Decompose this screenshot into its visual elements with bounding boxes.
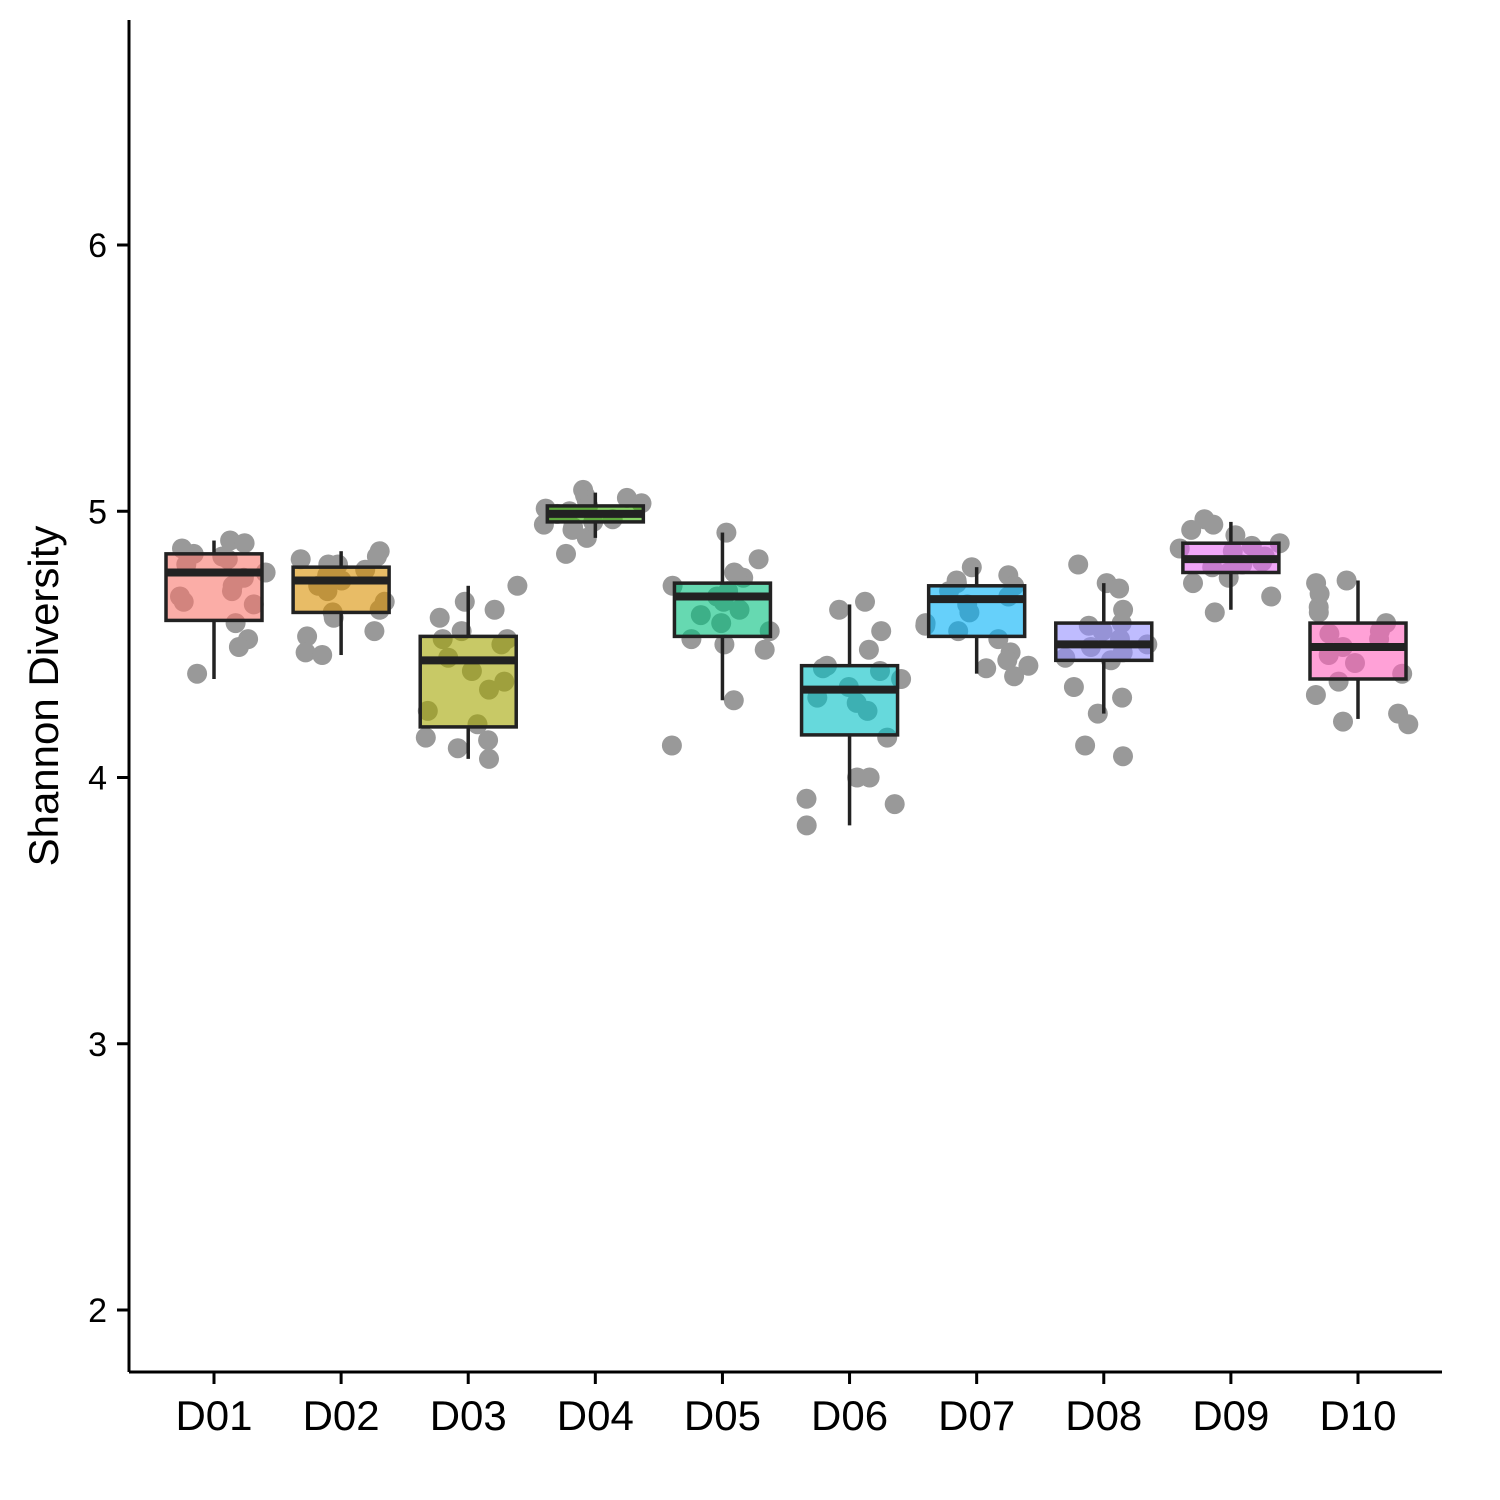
- data-point: [364, 621, 385, 642]
- data-point: [1333, 711, 1353, 732]
- y-tick-label: 2: [88, 1292, 107, 1330]
- boxes-layer: [164, 492, 1408, 826]
- data-point: [1004, 666, 1025, 687]
- data-point: [447, 738, 468, 759]
- data-point: [429, 607, 450, 628]
- data-point: [796, 815, 817, 836]
- data-point: [507, 575, 528, 596]
- data-point: [859, 767, 880, 788]
- box-d09: [1181, 521, 1281, 610]
- x-tick-label-d07: D07: [938, 1392, 1015, 1439]
- x-tick-label-d01: D01: [175, 1392, 252, 1439]
- data-point: [1305, 685, 1326, 705]
- data-point: [855, 591, 875, 612]
- data-point: [727, 565, 747, 586]
- box-d06: [799, 604, 900, 826]
- box-d05: [672, 532, 773, 701]
- data-point: [871, 621, 892, 642]
- data-point: [961, 557, 982, 578]
- data-point: [723, 690, 744, 711]
- x-tick-label-d08: D08: [1065, 1392, 1142, 1439]
- x-tick-label-d04: D04: [557, 1392, 634, 1439]
- data-point: [479, 748, 499, 769]
- box-d02: [291, 551, 391, 656]
- y-tick-label: 3: [88, 1026, 107, 1064]
- box-d04: [545, 492, 646, 538]
- data-point: [661, 735, 682, 756]
- data-point: [829, 599, 850, 620]
- x-tick-label-d10: D10: [1319, 1392, 1396, 1439]
- box-body: [418, 634, 518, 729]
- x-tick-label-d05: D05: [684, 1392, 761, 1439]
- box-body: [799, 663, 900, 737]
- data-point: [1068, 554, 1089, 575]
- data-point: [484, 599, 505, 620]
- data-point: [1336, 570, 1357, 591]
- x-tick-label-d02: D02: [303, 1392, 380, 1439]
- data-point: [415, 727, 436, 748]
- box-body: [291, 565, 391, 615]
- box-d03: [418, 585, 518, 759]
- box-d08: [1054, 583, 1154, 714]
- x-tick-label-d09: D09: [1192, 1392, 1269, 1439]
- data-point: [858, 639, 879, 660]
- data-point: [796, 788, 817, 809]
- data-point: [1204, 602, 1225, 623]
- box-d01: [164, 540, 264, 679]
- data-point: [187, 663, 208, 684]
- box-d10: [1308, 580, 1408, 719]
- data-point: [714, 634, 735, 655]
- y-tick-label: 6: [88, 227, 107, 265]
- data-point: [556, 543, 576, 564]
- data-point: [478, 730, 499, 751]
- data-point: [1109, 578, 1130, 599]
- data-point: [754, 639, 775, 660]
- box-body: [926, 584, 1027, 639]
- data-point: [1113, 746, 1133, 767]
- data-point: [1018, 655, 1039, 676]
- y-tick-label: 4: [88, 760, 107, 798]
- data-point: [228, 637, 249, 657]
- data-point: [1181, 519, 1202, 540]
- data-point: [234, 533, 255, 554]
- data-point: [576, 527, 597, 548]
- y-axis-title: Shannon Diversity: [20, 526, 67, 867]
- y-tick-label: 5: [88, 493, 107, 531]
- box-body: [672, 581, 773, 639]
- ticks-layer: 2 3 4 5 6 D01 D02 D03 D04 D05 D06 D07 D08 D09 D10: [88, 227, 1396, 1439]
- data-point: [1075, 735, 1096, 756]
- x-tick-label-d03: D03: [430, 1392, 507, 1439]
- data-point: [748, 549, 769, 570]
- data-point: [997, 650, 1018, 671]
- data-point: [1308, 602, 1329, 623]
- data-point: [1112, 687, 1133, 708]
- data-point: [295, 642, 316, 663]
- data-point: [290, 549, 311, 570]
- data-point: [454, 591, 475, 612]
- data-point: [716, 522, 737, 543]
- data-point: [366, 546, 387, 567]
- data-point: [312, 645, 333, 665]
- data-point: [1203, 514, 1224, 535]
- data-point: [1261, 586, 1282, 607]
- data-point: [1398, 714, 1419, 735]
- data-point: [976, 658, 997, 679]
- data-point: [616, 487, 637, 508]
- data-point: [1063, 677, 1084, 697]
- x-tick-label-d06: D06: [811, 1392, 888, 1439]
- data-point: [1183, 573, 1203, 594]
- data-point: [884, 794, 905, 815]
- box-body: [164, 552, 264, 623]
- axes-layer: [127, 20, 1442, 1374]
- data-point: [297, 626, 318, 647]
- box-d07: [926, 567, 1027, 674]
